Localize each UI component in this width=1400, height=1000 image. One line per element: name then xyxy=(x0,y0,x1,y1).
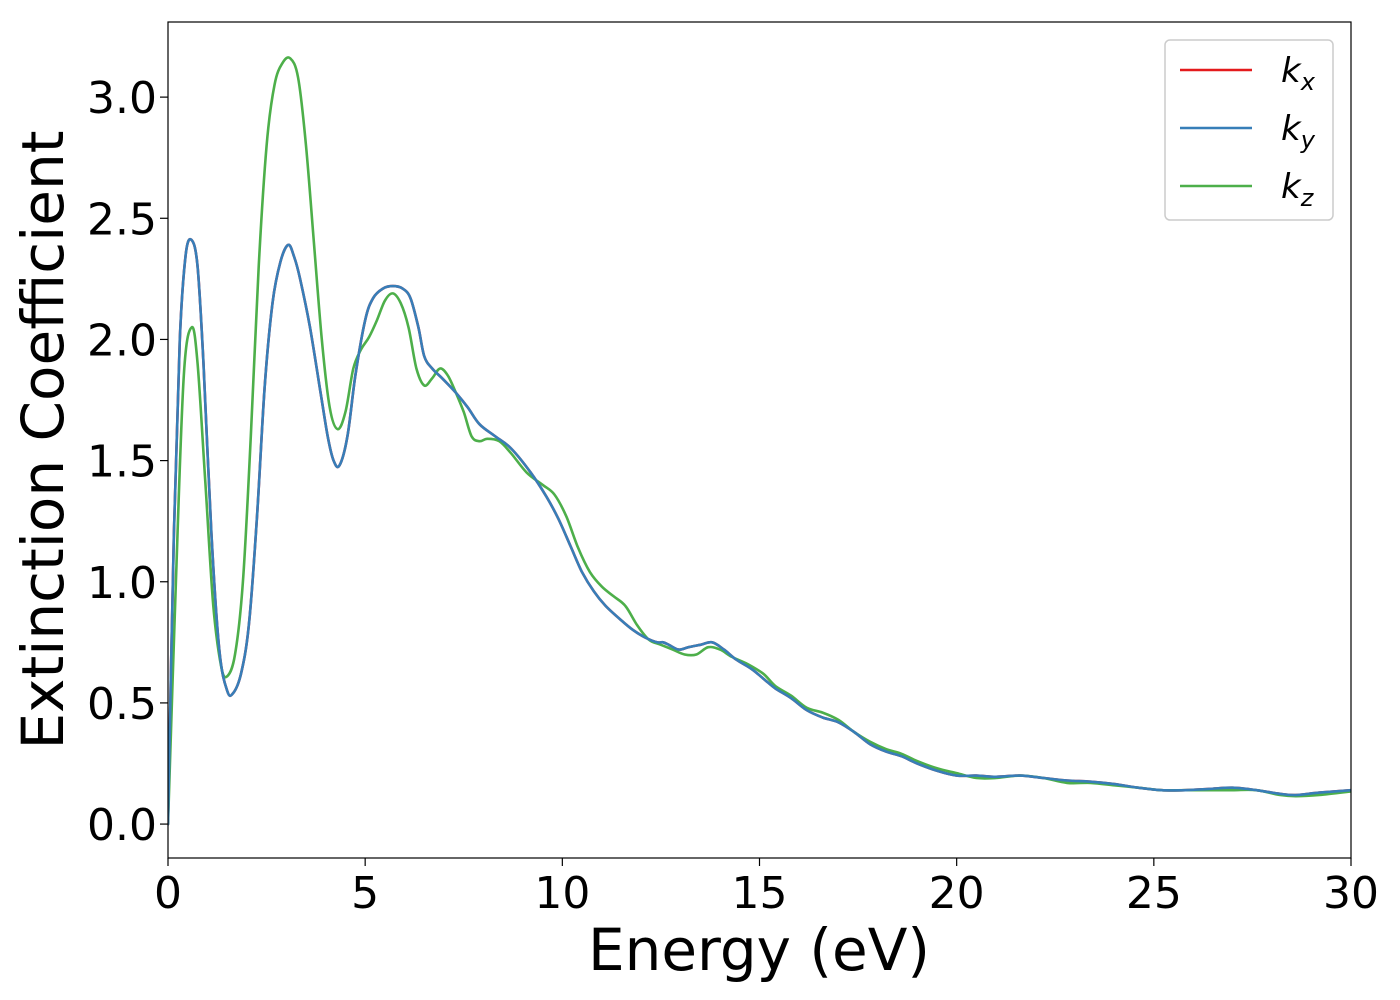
y-axis: 0.0 0.5 1.0 1.5 2.0 2.5 3.0 xyxy=(87,73,168,851)
y-tick-label: 3.0 xyxy=(87,73,157,124)
x-tick-label: 10 xyxy=(534,868,590,919)
x-tick-label: 0 xyxy=(154,868,182,919)
legend-label-z: kz xyxy=(1281,167,1315,212)
y-tick-label: 2.5 xyxy=(87,194,157,245)
legend-box xyxy=(1164,39,1334,221)
series-layer xyxy=(168,56,1351,826)
x-tick-label: 30 xyxy=(1323,868,1379,919)
x-axis: 0 5 10 15 20 25 30 xyxy=(154,858,1379,919)
legend: kx ky kz xyxy=(1164,39,1334,221)
x-axis-label: Energy (eV) xyxy=(588,916,930,984)
y-tick-label: 1.0 xyxy=(87,558,157,609)
series-line-z xyxy=(168,56,1351,826)
legend-label-y: ky xyxy=(1281,109,1316,154)
series-line-y xyxy=(168,237,1351,826)
x-tick-label: 15 xyxy=(732,868,788,919)
y-axis-label: Extinction Coefficient xyxy=(9,131,77,750)
y-tick-label: 0.0 xyxy=(87,800,157,851)
x-tick-label: 20 xyxy=(929,868,985,919)
y-tick-label: 0.5 xyxy=(87,679,157,730)
legend-label-x: kx xyxy=(1281,51,1316,96)
x-tick-label: 25 xyxy=(1126,868,1182,919)
x-tick-label: 5 xyxy=(351,868,379,919)
y-tick-label: 2.0 xyxy=(87,315,157,366)
y-tick-label: 1.5 xyxy=(87,437,157,488)
